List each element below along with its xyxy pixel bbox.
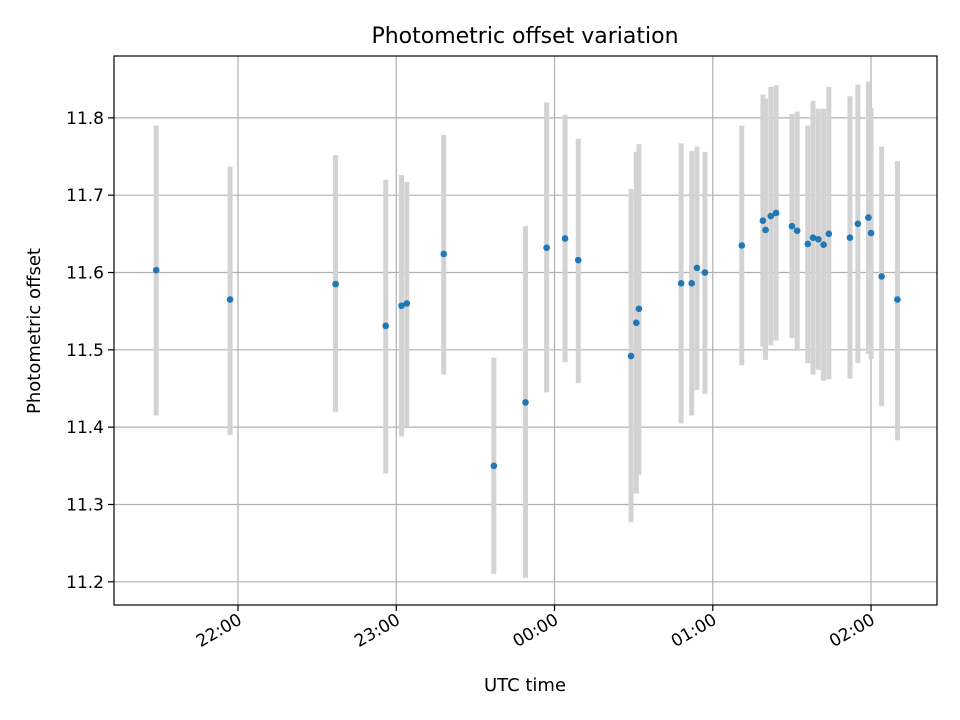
- y-tick-label: 11.7: [66, 186, 104, 206]
- data-point: [677, 280, 685, 287]
- x-tick-label: 00:00: [510, 610, 562, 652]
- data-point: [543, 244, 550, 252]
- data-point: [772, 209, 780, 217]
- data-point: [635, 305, 643, 313]
- y-tick-label: 11.4: [66, 418, 104, 438]
- data-point: [574, 256, 582, 264]
- y-tick-label: 11.8: [66, 109, 104, 129]
- data-point: [762, 226, 769, 234]
- y-tick-label: 11.2: [66, 573, 104, 593]
- y-tick-label: 11.3: [66, 495, 104, 515]
- data-point: [894, 296, 901, 303]
- data-point: [701, 269, 709, 276]
- y-tick-label: 11.5: [66, 341, 104, 361]
- data-point: [820, 241, 827, 248]
- y-tick-label: 11.6: [66, 264, 104, 284]
- data-point: [804, 240, 812, 248]
- data-point: [632, 319, 640, 327]
- x-tick-label: 22:00: [193, 610, 245, 652]
- y-axis-ticks: 11.2 11.3 11.4 11.5 11.6 11.7 11.8: [66, 109, 114, 593]
- y-axis-label: Photometric offset: [24, 248, 45, 414]
- plot-frame: [113, 55, 938, 606]
- data-point: [788, 222, 796, 230]
- data-point: [490, 462, 498, 470]
- chart-title: Photometric offset variation: [371, 24, 678, 49]
- x-axis-ticks: 22:00 23:00 00:00 01:00 02:00: [193, 605, 879, 652]
- data-point: [809, 234, 817, 242]
- data-point: [561, 235, 569, 242]
- data-point: [332, 280, 339, 288]
- data-point: [854, 220, 862, 228]
- x-axis-label: UTC time: [484, 675, 566, 696]
- data-point: [878, 273, 885, 280]
- data-point: [522, 399, 529, 406]
- data-point: [403, 300, 411, 307]
- data-point: [693, 264, 701, 272]
- data-point: [793, 227, 801, 235]
- data-point: [398, 302, 405, 310]
- data-point: [759, 217, 767, 224]
- data-point: [627, 352, 635, 360]
- data-point: [382, 322, 389, 330]
- data-point: [814, 235, 822, 243]
- data-point: [865, 214, 872, 221]
- x-tick-label: 01:00: [668, 610, 720, 652]
- data-point: [226, 296, 234, 303]
- data-point: [152, 266, 160, 274]
- data-point: [867, 229, 875, 237]
- data-point: [767, 212, 775, 220]
- data-point: [846, 234, 854, 242]
- data-point: [738, 242, 746, 249]
- data-point: [688, 280, 695, 287]
- data-point: [440, 250, 448, 258]
- data-point: [825, 230, 833, 238]
- data-points: [152, 209, 901, 470]
- error-bars: [153, 81, 900, 578]
- x-tick-label: 02:00: [826, 610, 878, 652]
- x-tick-label: 23:00: [351, 610, 403, 652]
